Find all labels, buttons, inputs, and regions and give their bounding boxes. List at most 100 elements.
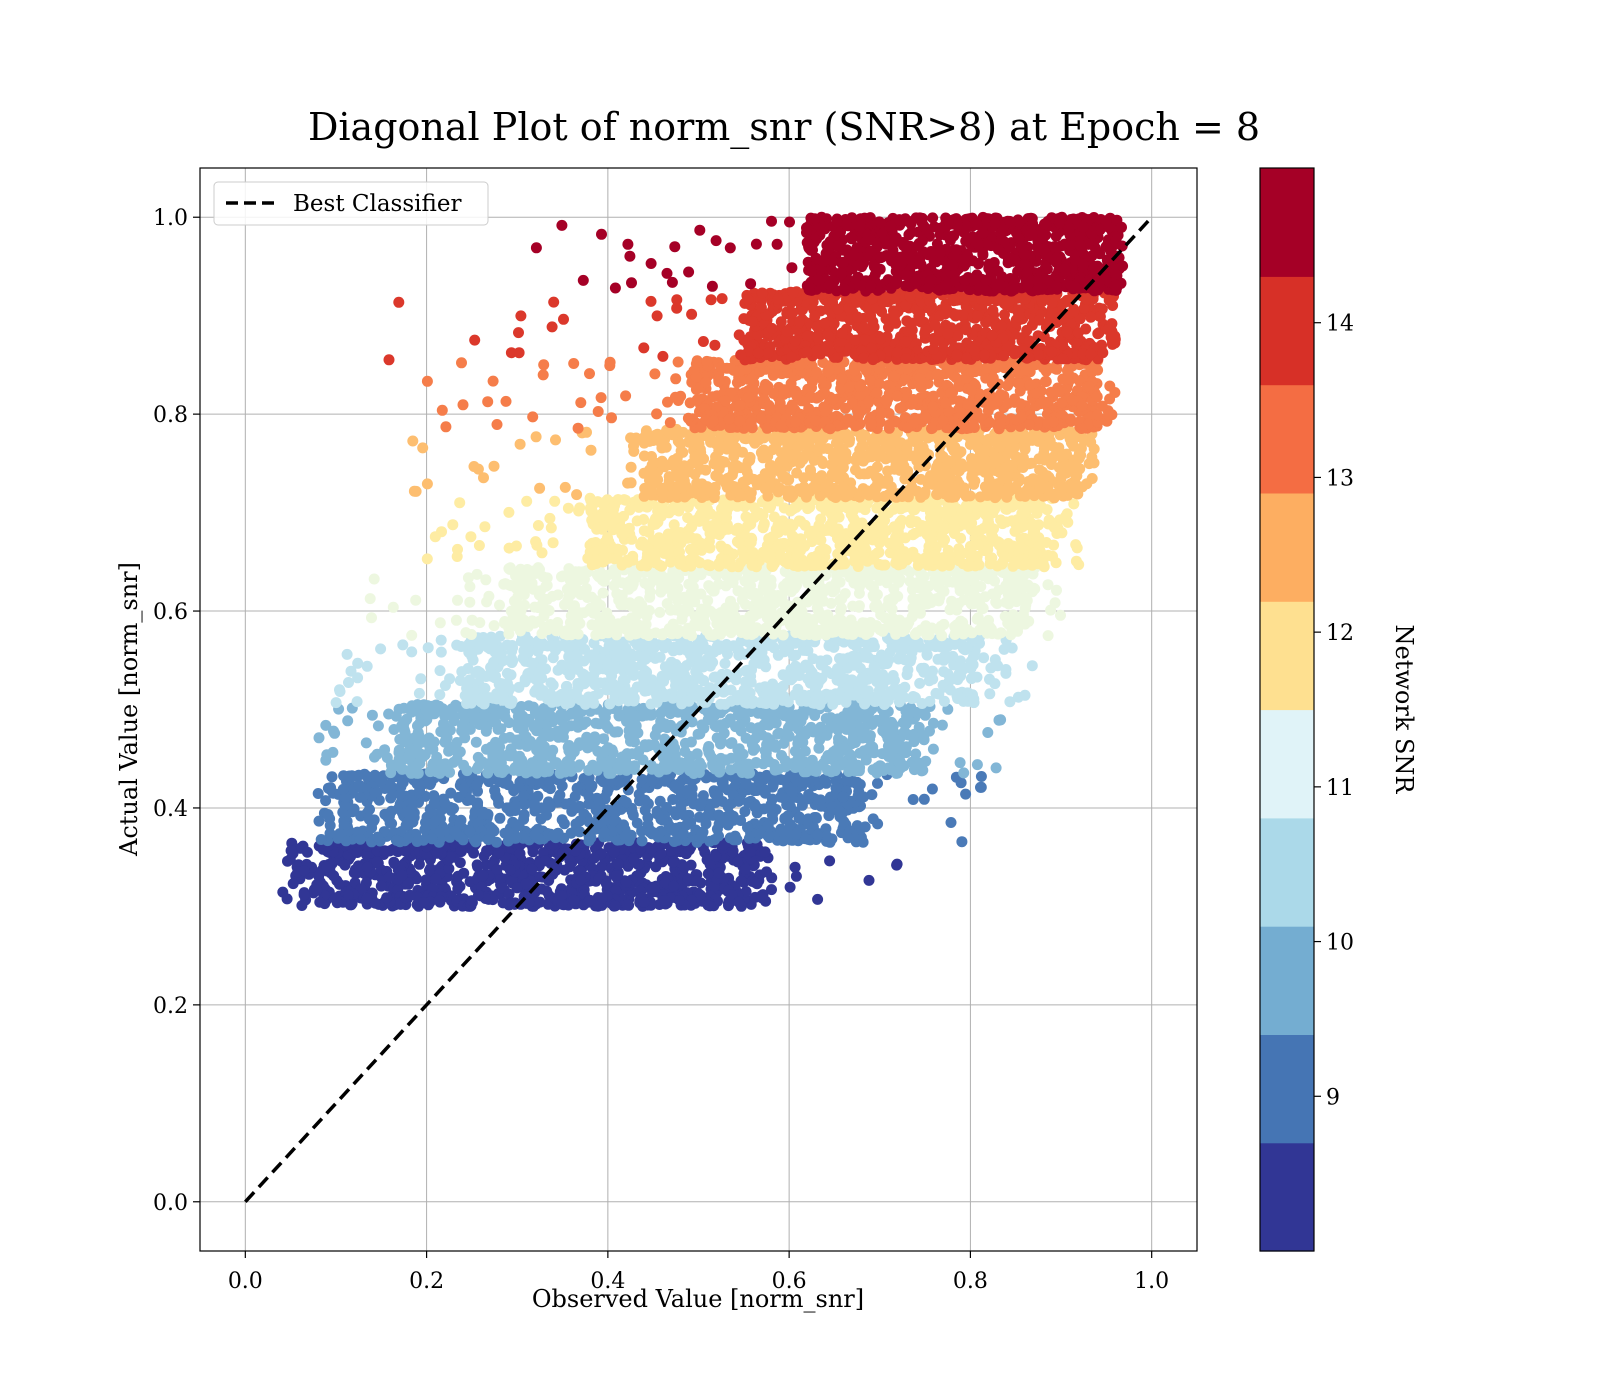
scatter-point [575,874,587,886]
scatter-point [843,774,854,786]
scatter-point [620,876,632,888]
scatter-point [526,615,538,627]
scatter-point [510,832,522,844]
scatter-point [383,708,395,720]
scatter-point [842,832,854,844]
scatter-point [640,653,652,665]
scatter-point [679,861,690,873]
scatter-point [704,629,716,641]
scatter-point [345,665,357,677]
scatter-point [430,873,442,885]
scatter-point [695,797,707,809]
scatter-point [872,777,883,789]
scatter-point [556,659,568,671]
scatter-point [740,732,752,744]
scatter-point [859,698,871,710]
scatter-point [614,777,626,788]
scatter-point [410,594,422,606]
scatter-point [685,521,697,533]
scatter-point [730,721,741,733]
scatter-point [636,773,648,785]
scatter-point [884,744,895,756]
scatter-point [369,897,381,909]
scatter-point [526,863,538,875]
scatter-point [732,709,744,721]
scatter-point [338,770,350,782]
scatter-point [498,732,510,744]
scatter-point [325,784,336,796]
scatter-point [430,766,442,778]
scatter-point [527,657,539,669]
scatter-point [654,795,666,807]
scatter-point [659,642,670,654]
scatter-point [527,846,539,858]
scatter-point [419,824,431,835]
scatter-point [592,627,604,639]
scatter-point [744,846,756,857]
scatter-point [328,725,339,737]
scatter-point [707,656,719,668]
scatter-point [375,643,387,655]
scatter-point [413,733,425,745]
scatter-point [834,576,846,588]
scatter-point [610,663,622,675]
scatter-point [698,675,710,687]
scatter-point [337,783,349,795]
scatter-point [545,710,557,722]
scatter-point [391,834,403,846]
scatter-point [984,688,996,700]
scatter-point [613,710,625,722]
scatter-point [819,584,831,596]
scatter-point [366,822,378,834]
scatter-point [636,835,648,847]
scatter-point [584,894,596,906]
scatter-point [643,739,655,751]
scatter-point [775,791,787,803]
scatter-point [731,752,743,764]
scatter-point [667,856,679,868]
scatter-point [375,775,387,787]
scatter-point [745,588,757,600]
scatter-point [702,899,714,911]
scatter-point [322,809,334,820]
scatter-point [718,839,730,851]
scatter-point [379,845,391,857]
scatter-point [628,853,639,865]
scatter-point [975,781,986,793]
scatter-point [612,858,624,870]
scatter-point [388,856,400,868]
scatter-point [511,882,523,894]
scatter-point [739,806,751,817]
scatter-point [517,652,529,664]
scatter-point [702,868,714,880]
scatter-point [345,899,357,911]
scatter-point [491,693,503,705]
scatter-point [704,748,716,760]
scatter-point [562,595,574,606]
scatter-point [607,619,619,631]
scatter-point [648,827,660,839]
scatter-point [989,678,1001,690]
scatter-point [515,583,527,595]
scatter-point [731,834,743,846]
scatter-point [933,581,945,593]
scatter-point [461,765,473,777]
scatter-point [326,771,338,783]
scatter-point [454,831,466,843]
scatter-point [868,661,880,673]
scatter-point [566,805,578,817]
scatter-point [312,788,324,799]
scatter-point [343,889,354,901]
scatter-point [488,620,500,632]
scatter-point [730,774,742,786]
scatter-point [655,707,667,719]
scatter-point [793,761,804,773]
scatter-point [990,762,1002,774]
scatter-point [301,846,313,858]
scatter-point [683,844,695,856]
scatter-point [767,589,779,601]
scatter-point [620,796,632,808]
scatter-point [832,663,843,675]
scatter-point [414,758,426,769]
